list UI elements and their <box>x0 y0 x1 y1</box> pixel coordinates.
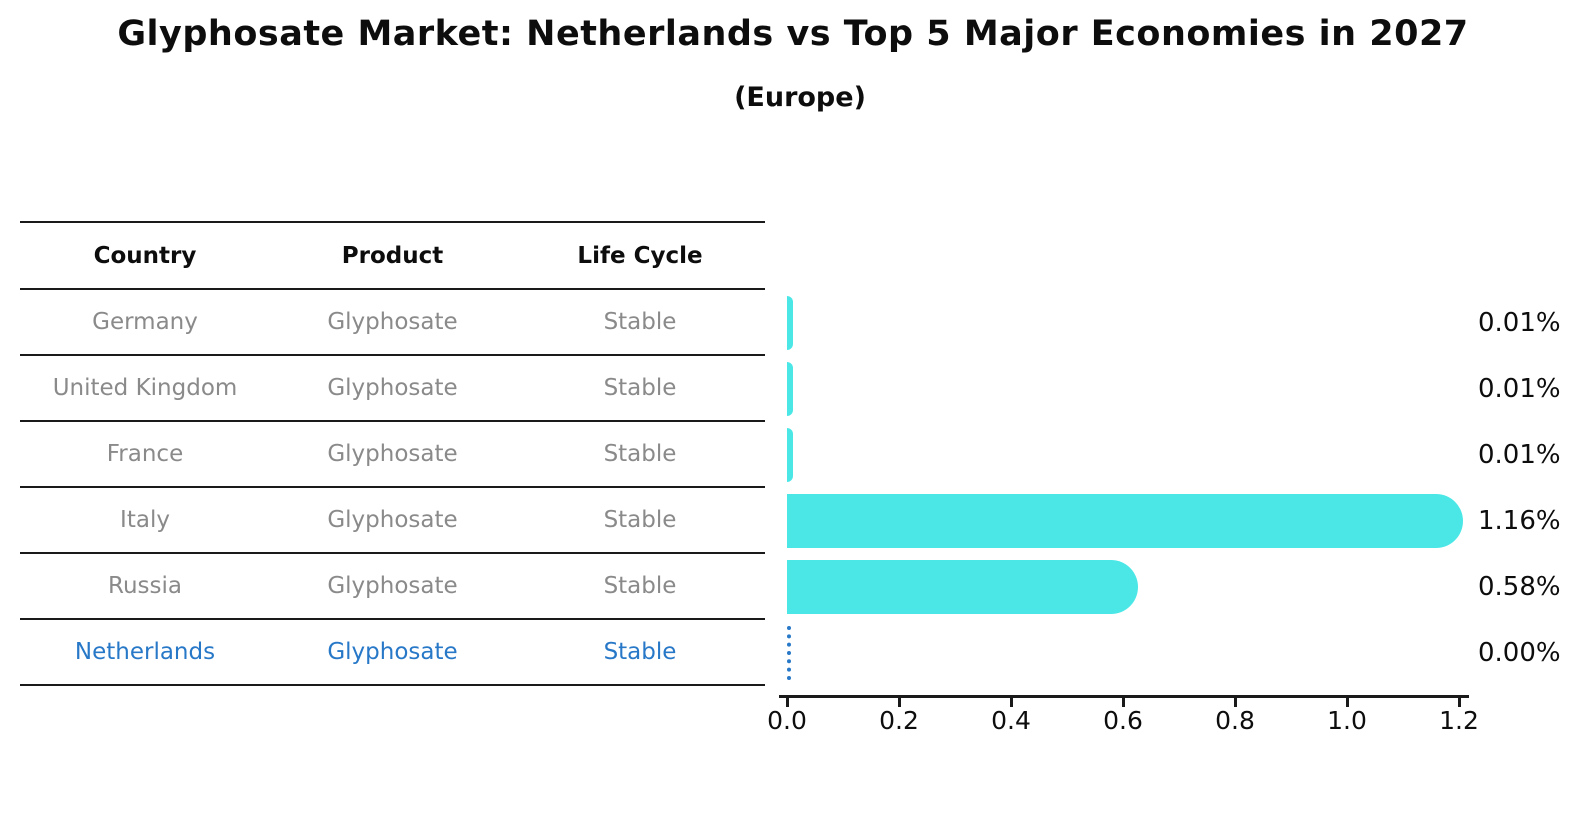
table-header-country: Country <box>93 242 197 269</box>
table-cell-product: Glyphosate <box>327 441 458 467</box>
x-axis-tick <box>1121 698 1125 707</box>
table-row: France Glyphosate Stable <box>20 422 765 488</box>
x-axis-tick <box>1345 698 1349 707</box>
table-cell-country: France <box>106 441 184 467</box>
bar-plot-area <box>787 290 1463 686</box>
table-cell-product: Glyphosate <box>327 507 458 533</box>
table-cell-life-cycle: Stable <box>603 507 677 533</box>
bar-russia <box>787 560 1138 614</box>
table-row: Russia Glyphosate Stable <box>20 554 765 620</box>
table-cell-life-cycle: Stable <box>603 375 677 401</box>
table-row: Germany Glyphosate Stable <box>20 290 765 356</box>
x-axis-tick <box>1457 698 1461 707</box>
table-row: Italy Glyphosate Stable <box>20 488 765 554</box>
x-axis-tick-label: 0.6 <box>1103 706 1143 735</box>
table-cell-country: Russia <box>108 573 182 599</box>
table-cell-life-cycle: Stable <box>603 573 677 599</box>
table-header-product: Product <box>341 242 444 269</box>
x-axis-tick-label: 1.0 <box>1327 706 1367 735</box>
bar-value-label: 0.01% <box>1478 374 1561 404</box>
bar-value-label: 0.00% <box>1478 638 1561 668</box>
chart-title: Glyphosate Market: Netherlands vs Top 5 … <box>117 14 1469 54</box>
table-cell-life-cycle: Stable <box>603 309 677 335</box>
bar-italy <box>787 494 1463 548</box>
bar-value-label: 0.01% <box>1478 308 1561 338</box>
table-cell-life-cycle: Stable <box>603 441 677 467</box>
bar-value-label: 0.58% <box>1478 572 1561 602</box>
table-cell-product: Glyphosate <box>327 375 458 401</box>
x-axis-tick-label: 1.2 <box>1439 706 1479 735</box>
chart-subtitle: (Europe) <box>734 82 866 113</box>
table-header-life-cycle: Life Cycle <box>577 242 703 269</box>
table-cell-country: Italy <box>120 507 170 533</box>
bar-germany <box>787 296 793 350</box>
table-header-row: Country Product Life Cycle <box>20 223 765 290</box>
table-cell-country: Netherlands <box>74 639 216 665</box>
x-axis-tick-label: 0.0 <box>767 706 807 735</box>
x-axis-tick <box>897 698 901 707</box>
x-axis-tick <box>1009 698 1013 707</box>
x-axis-tick <box>785 698 789 707</box>
bar-value-label: 0.01% <box>1478 440 1561 470</box>
table-row: United Kingdom Glyphosate Stable <box>20 356 765 422</box>
bar-united-kingdom <box>787 362 793 416</box>
table-cell-country: United Kingdom <box>52 375 238 401</box>
table-cell-product: Glyphosate <box>327 639 458 665</box>
x-axis-tick <box>1233 698 1237 707</box>
bar-netherlands <box>787 626 791 680</box>
table-cell-life-cycle: Stable <box>603 639 677 665</box>
x-axis-line <box>779 695 1469 698</box>
table-cell-product: Glyphosate <box>327 573 458 599</box>
x-axis-tick-label: 0.8 <box>1215 706 1255 735</box>
table-cell-product: Glyphosate <box>327 309 458 335</box>
bar-france <box>787 428 793 482</box>
bar-value-label: 1.16% <box>1478 506 1561 536</box>
x-axis-tick-label: 0.2 <box>879 706 919 735</box>
table-row: Netherlands Glyphosate Stable <box>20 620 765 686</box>
table-cell-country: Germany <box>92 309 198 335</box>
x-axis-tick-label: 0.4 <box>991 706 1031 735</box>
country-table: Country Product Life Cycle Germany Glypho… <box>20 221 765 686</box>
